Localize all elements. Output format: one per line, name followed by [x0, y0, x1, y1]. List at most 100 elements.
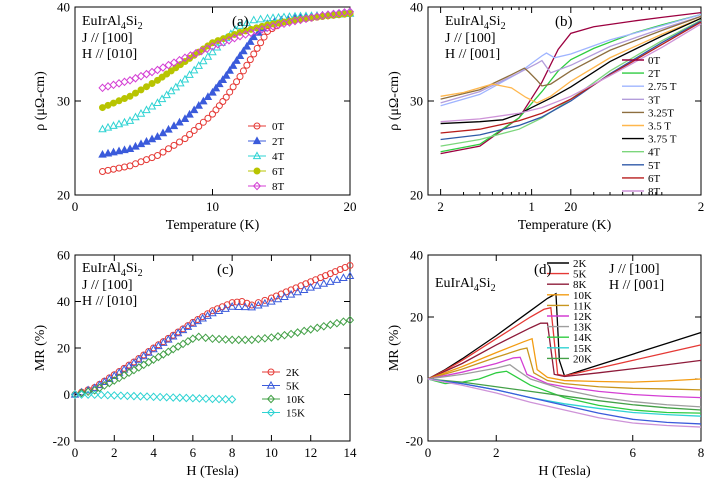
data-point — [293, 328, 302, 337]
y-tick-label: 30 — [57, 94, 70, 109]
data-point — [176, 78, 185, 87]
formula-element: EuIrAl — [82, 261, 121, 276]
series-10K — [70, 315, 355, 399]
data-point — [180, 114, 190, 122]
data-point — [254, 300, 263, 309]
series-3.5T — [440, 17, 702, 104]
legend-label: 2K — [286, 367, 300, 379]
series-6T — [440, 21, 702, 134]
formula-element: Si — [126, 261, 138, 276]
formula-element: Si — [126, 14, 138, 29]
series-8T — [98, 7, 355, 93]
data-point — [174, 342, 183, 351]
legend-marker — [266, 408, 276, 417]
series-line — [427, 378, 702, 411]
series-12K — [427, 356, 702, 399]
data-point — [225, 66, 234, 74]
data-point — [235, 21, 245, 29]
data-point — [260, 298, 270, 307]
data-point — [167, 86, 176, 95]
data-point — [242, 41, 252, 50]
legend-label: 2T — [648, 68, 661, 80]
data-point — [97, 390, 106, 400]
data-point — [345, 271, 355, 280]
data-point — [103, 122, 113, 131]
legend-label: 4T — [648, 147, 661, 159]
legend-marker — [266, 380, 276, 389]
data-point — [194, 332, 203, 342]
data-point — [208, 47, 217, 56]
data-point — [293, 287, 302, 296]
data-point — [280, 292, 289, 300]
data-point — [162, 392, 171, 402]
data-point — [250, 50, 258, 58]
data-point — [120, 117, 129, 126]
data-point — [181, 135, 189, 143]
series-8K — [427, 322, 702, 380]
data-point — [346, 261, 354, 269]
legend-label: 11K — [573, 300, 592, 312]
material-formula: EuIrAl4Si2 — [435, 276, 496, 294]
data-point — [194, 101, 203, 109]
series-line — [440, 20, 702, 141]
data-point — [153, 65, 162, 75]
x-tick-label: 14 — [344, 445, 358, 460]
data-point — [169, 344, 178, 354]
series-line — [427, 356, 702, 399]
data-point — [109, 147, 118, 156]
data-point — [99, 168, 106, 175]
orientation-current: J // [100] — [445, 31, 496, 46]
data-point — [246, 56, 254, 64]
y-tick-label: 0 — [417, 372, 424, 387]
data-point — [175, 393, 184, 403]
data-point — [208, 334, 217, 344]
data-point — [267, 333, 276, 342]
data-point — [131, 141, 140, 150]
data-point — [228, 61, 238, 69]
data-point — [186, 131, 194, 139]
y-tick-label: 40 — [410, 0, 423, 15]
data-point — [182, 393, 191, 403]
formula-subscript: 4 — [474, 283, 479, 294]
data-point — [339, 317, 348, 326]
x-axis-label: H (Tesla) — [538, 464, 591, 479]
data-point — [195, 394, 204, 403]
x-tick-label: 8 — [698, 445, 705, 460]
data-point — [263, 13, 272, 22]
series-8T — [440, 23, 702, 123]
x-tick-label: 8 — [229, 445, 236, 460]
y-tick-label: 20 — [57, 341, 70, 356]
data-point — [199, 118, 207, 126]
data-point — [201, 333, 210, 343]
data-point — [159, 148, 167, 156]
data-point — [247, 302, 257, 311]
series-15K — [70, 390, 237, 404]
data-point — [180, 53, 190, 63]
data-point — [110, 165, 117, 173]
data-point — [249, 32, 258, 41]
data-point — [197, 46, 206, 56]
data-point — [183, 336, 193, 346]
legend-marker — [266, 394, 276, 404]
data-point — [260, 33, 268, 41]
data-point — [248, 301, 256, 309]
data-point — [273, 332, 283, 341]
formula-element: EuIrAl — [445, 14, 484, 29]
series-20K — [427, 378, 702, 411]
legend-marker — [252, 136, 262, 145]
data-point — [211, 83, 221, 92]
data-point — [178, 339, 188, 349]
series-line — [427, 292, 702, 380]
data-point — [221, 304, 230, 312]
data-point — [159, 350, 168, 359]
data-point — [169, 58, 179, 67]
series-10K — [427, 337, 702, 383]
legend-label: 5T — [648, 160, 661, 172]
data-point — [156, 392, 165, 402]
data-point — [158, 63, 168, 72]
formula-subscript: 2 — [501, 21, 506, 32]
data-point — [208, 308, 217, 317]
data-point — [84, 390, 93, 399]
